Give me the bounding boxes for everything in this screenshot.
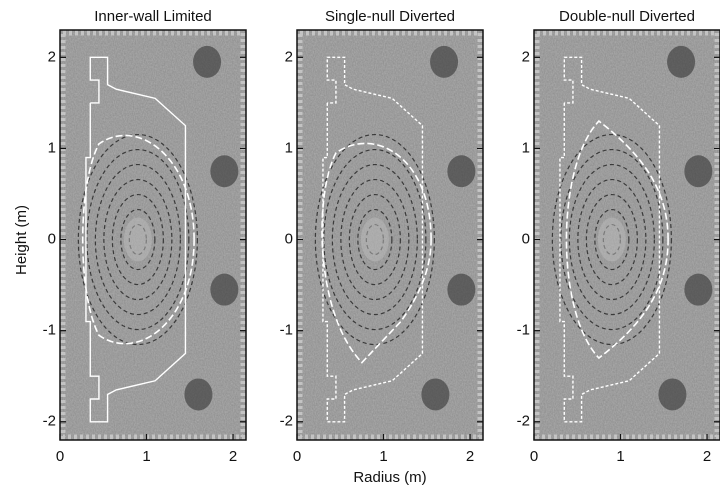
plot-area	[60, 30, 246, 440]
y-tick-label: -2	[43, 413, 56, 430]
y-tick-label: 2	[48, 48, 56, 65]
core	[360, 217, 389, 262]
core	[123, 217, 152, 262]
flux-contour	[560, 148, 664, 331]
plot-area	[297, 30, 483, 440]
flux-contour	[103, 178, 173, 301]
panel-title: Inner-wall Limited	[94, 8, 212, 25]
y-tick-label: -1	[517, 322, 530, 339]
vessel-wall	[322, 56, 424, 423]
vessel-wall	[559, 56, 661, 423]
flux-contour	[111, 193, 164, 286]
flux-contour	[577, 178, 647, 301]
blob	[210, 273, 239, 306]
blob	[210, 155, 239, 188]
x-tick-label: 2	[229, 448, 237, 465]
y-tick-label: 0	[48, 231, 56, 248]
flux-contour	[314, 133, 435, 346]
blob	[447, 273, 476, 306]
x-tick-label: 2	[466, 448, 474, 465]
separatrix	[565, 120, 669, 360]
core	[597, 217, 626, 262]
blob	[447, 155, 476, 188]
flux-contour	[594, 208, 630, 271]
x-tick-label: 1	[142, 448, 150, 465]
flux-contour	[77, 133, 198, 346]
x-tick-label: 1	[379, 448, 387, 465]
separatrix	[321, 142, 432, 364]
flux-contour	[585, 193, 638, 286]
border	[60, 30, 246, 440]
flux-contour	[348, 193, 401, 286]
x-tick-label: 0	[530, 448, 538, 465]
frame	[533, 29, 720, 441]
y-axis-label: Height (m)	[13, 205, 30, 275]
border	[297, 30, 483, 440]
blob	[193, 45, 222, 78]
blob	[184, 378, 213, 411]
blob	[667, 45, 696, 78]
x-tick-label: 0	[56, 448, 64, 465]
panel: Inner-wall Limited -2 -1 0 1 2 0 1 2	[43, 8, 247, 465]
frame	[296, 29, 484, 441]
y-tick-label: -1	[280, 322, 293, 339]
panel-title: Single-null Diverted	[325, 8, 455, 25]
x-tick-label: 1	[616, 448, 624, 465]
panel: Double-null Diverted -2 -1 0 1 2 0 1 2	[517, 8, 720, 465]
flux-contour	[340, 178, 410, 301]
flux-contour	[551, 133, 672, 346]
y-tick-label: -2	[517, 413, 530, 430]
y-tick-label: -2	[280, 413, 293, 430]
flux-contour	[94, 163, 181, 316]
x-tick-label: 2	[703, 448, 711, 465]
blob	[658, 378, 687, 411]
panel: Single-null Diverted -2 -1 0 1 2 0 1 2	[280, 8, 484, 465]
flux-contour	[323, 148, 427, 331]
flux-contour	[568, 163, 655, 316]
blob	[421, 378, 450, 411]
texture	[534, 30, 720, 440]
y-tick-label: 1	[48, 139, 56, 156]
y-tick-label: 2	[522, 48, 530, 65]
x-tick-label: 0	[293, 448, 301, 465]
frame	[59, 29, 247, 441]
y-tick-label: 1	[522, 139, 530, 156]
flux-contour	[357, 208, 393, 271]
texture	[60, 30, 246, 440]
blob	[684, 155, 713, 188]
border	[534, 30, 720, 440]
y-tick-label: -1	[43, 322, 56, 339]
flux-contour	[331, 163, 418, 316]
y-tick-label: 0	[522, 231, 530, 248]
blob	[430, 45, 459, 78]
vessel-wall	[85, 56, 187, 423]
panel-title: Double-null Diverted	[559, 8, 695, 25]
texture	[297, 30, 483, 440]
y-tick-label: 1	[285, 139, 293, 156]
flux-contour	[86, 148, 190, 331]
flux-contour	[120, 208, 156, 271]
separatrix	[81, 134, 195, 345]
plot-area	[534, 30, 720, 440]
y-tick-label: 2	[285, 48, 293, 65]
y-tick-label: 0	[285, 231, 293, 248]
x-axis-label: Radius (m)	[353, 469, 426, 486]
blob	[684, 273, 713, 306]
